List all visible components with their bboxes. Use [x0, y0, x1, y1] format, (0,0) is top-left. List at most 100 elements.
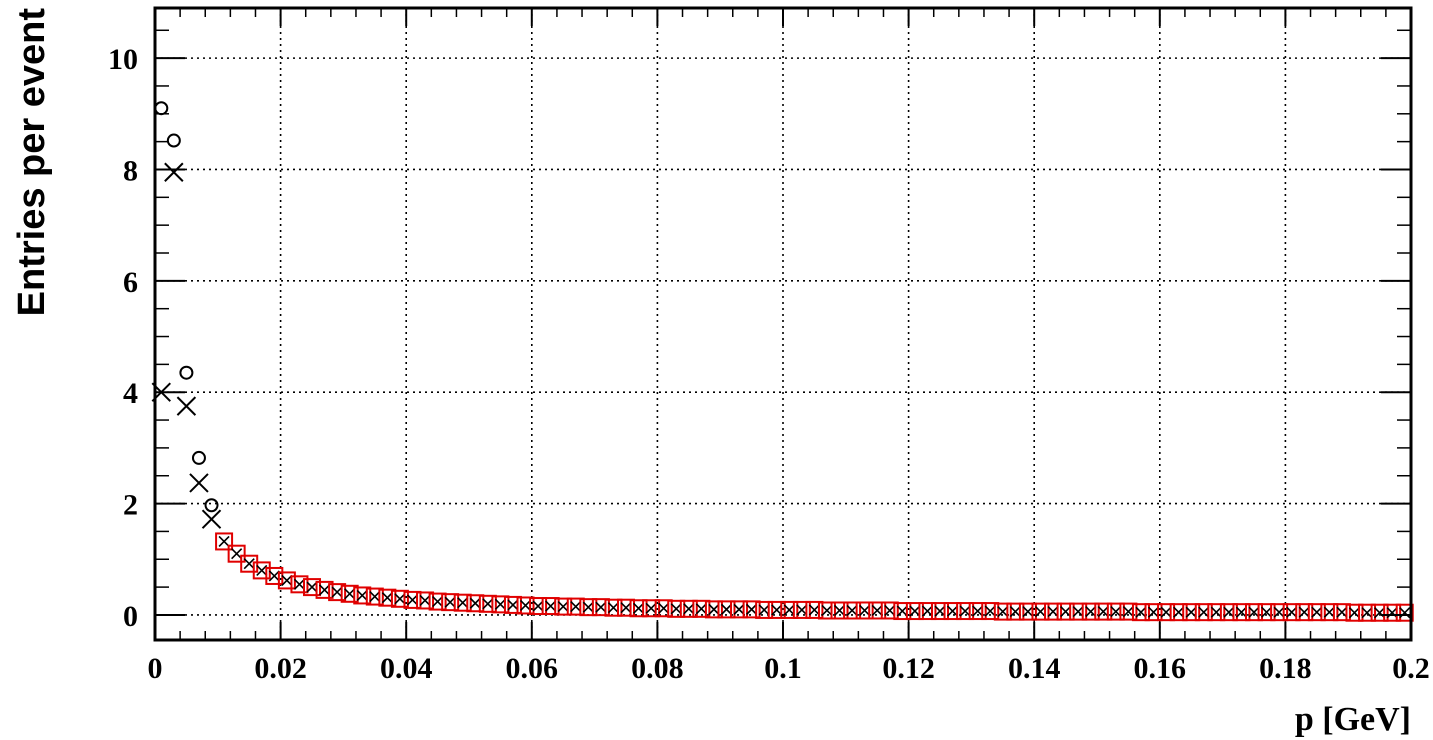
data-point-cross-overlap [871, 604, 883, 617]
data-point-square [1119, 602, 1138, 621]
data-point-cross-overlap [670, 603, 682, 615]
data-point-cross-overlap [1361, 607, 1373, 619]
data-point-cross-overlap [1323, 606, 1335, 618]
data-point-square [817, 601, 836, 620]
data-point-cross-overlap [494, 598, 506, 610]
data-point-cross-overlap [394, 593, 406, 605]
data-point-cross-overlap [582, 601, 594, 613]
x-tick-label: 0.08 [631, 652, 684, 685]
data-point-cross-overlap [1060, 606, 1072, 618]
data-point-cross-overlap [293, 578, 306, 590]
data-point-cross-overlap [1034, 606, 1047, 618]
data-point-cross [176, 396, 197, 416]
x-tick-label: 0.06 [506, 652, 559, 685]
data-point-square [303, 578, 321, 597]
data-point-cross-overlap [758, 604, 770, 616]
data-point-square [215, 532, 234, 551]
data-point-cross-overlap [318, 584, 331, 596]
data-point-square [1106, 602, 1125, 621]
data-point-cross-overlap [846, 604, 858, 617]
data-point-square [252, 561, 271, 580]
x-tick-label: 0.16 [1134, 652, 1187, 685]
data-point-cross-overlap [1160, 606, 1172, 618]
data-point-square [843, 601, 862, 620]
data-point-cross-overlap [570, 601, 582, 613]
y-tick-label: 10 [108, 43, 138, 76]
data-point-square [378, 588, 397, 607]
data-point-cross-overlap [720, 603, 733, 615]
data-point-circle [204, 498, 219, 513]
data-point-cross-overlap [432, 596, 444, 608]
data-point-square [704, 600, 723, 619]
data-point-cross-overlap [1072, 606, 1084, 618]
data-point-square [428, 592, 447, 611]
data-point-square [1056, 602, 1075, 621]
data-point-cross-overlap [1085, 606, 1097, 618]
data-point-square [227, 544, 246, 563]
data-point-square [1018, 602, 1037, 621]
data-point-cross-overlap [532, 600, 544, 612]
data-point-square [566, 597, 585, 616]
data-point-circle [166, 133, 181, 148]
data-point-square [667, 599, 686, 618]
data-point-cross-overlap [859, 604, 871, 617]
data-point-cross-overlap [1210, 606, 1222, 618]
data-point-square [1232, 603, 1251, 622]
data-point-cross-overlap [1273, 606, 1285, 618]
data-point-cross-overlap [1235, 606, 1248, 618]
x-tick-label: 0.04 [380, 652, 433, 685]
data-point-square [604, 598, 623, 617]
data-point-cross [189, 473, 209, 493]
data-point-square [1307, 603, 1326, 622]
data-point-cross-overlap [457, 597, 469, 609]
data-point-square [893, 602, 912, 621]
data-point-cross-overlap [1110, 606, 1122, 618]
data-point-square [905, 602, 924, 621]
data-point-square [240, 554, 259, 573]
data-point-cross-overlap [331, 586, 343, 598]
x-axis-title: p [GeV] [1295, 701, 1411, 738]
x-tick-label: 0.1 [764, 652, 802, 685]
data-point-cross [164, 162, 184, 182]
data-point-cross-overlap [1336, 606, 1348, 618]
data-point-cross-overlap [1374, 607, 1386, 619]
data-point-square [880, 601, 899, 620]
data-point-circle [179, 365, 194, 380]
data-point-cross-overlap [1311, 606, 1323, 618]
data-point-cross-overlap [896, 605, 908, 617]
data-point-square [579, 598, 598, 617]
data-point-cross-overlap [1223, 606, 1235, 618]
data-point-cross-overlap [796, 604, 808, 616]
data-point-cross-overlap [243, 558, 255, 570]
x-axis-ticks: 0 0.02 0.04 0.06 0.08 0.1 0.12 0.14 0.16 0.18 0.2 [148, 8, 1430, 685]
data-point-square [868, 601, 887, 620]
data-point-square [453, 593, 472, 612]
data-point-square [1169, 603, 1188, 622]
data-point-cross-overlap [984, 605, 996, 617]
data-point-cross-overlap [1248, 606, 1260, 618]
data-point-cross-overlap [1147, 606, 1160, 618]
data-point-square [353, 586, 372, 605]
data-point-cross-overlap [1399, 607, 1411, 619]
data-point-square [403, 590, 422, 609]
data-point-cross-overlap [884, 604, 896, 617]
data-point-cross-overlap [268, 570, 280, 582]
data-point-square [554, 597, 573, 616]
x-tick-label: 0 [148, 652, 163, 685]
data-point-square [340, 584, 359, 603]
data-point-square [416, 591, 435, 610]
data-point-cross-overlap [620, 602, 632, 614]
data-point-square [1219, 603, 1238, 622]
data-point-square [1370, 603, 1389, 622]
data-point-square [629, 599, 648, 618]
data-point-cross-overlap [771, 604, 783, 616]
data-point-cross-overlap [607, 602, 620, 614]
data-point-square [1094, 602, 1113, 621]
data-point-square [767, 600, 786, 619]
data-point-cross-overlap [821, 604, 833, 617]
data-point-square [617, 598, 635, 617]
data-point-square [466, 594, 485, 613]
data-point-cross-overlap [1386, 607, 1398, 619]
x-tick-label: 0.14 [1008, 652, 1061, 685]
